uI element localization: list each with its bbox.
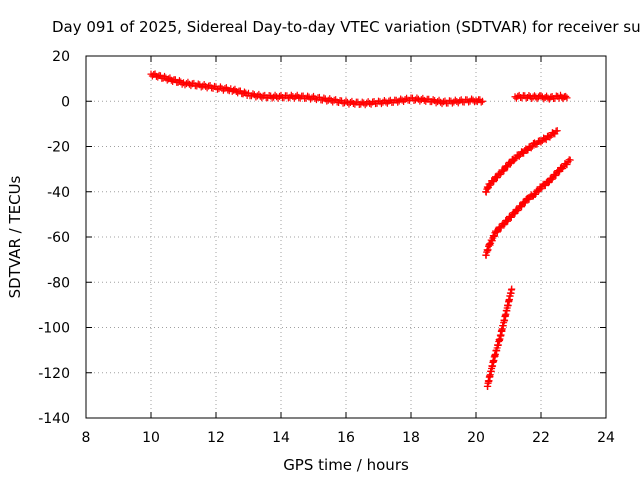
data-point (175, 77, 183, 85)
x-axis-title: GPS time / hours (283, 456, 409, 474)
y-tick-label: 0 (61, 94, 70, 110)
data-point (562, 92, 570, 100)
data-point (295, 93, 303, 101)
y-tick-label: -120 (38, 366, 70, 382)
data-point (292, 93, 300, 101)
series-arc-2 (511, 91, 571, 103)
data-point (182, 80, 190, 88)
x-tick-label: 10 (142, 430, 160, 446)
data-point (448, 99, 456, 107)
data-point (429, 96, 437, 104)
data-point (420, 96, 428, 104)
data-point (342, 97, 350, 105)
series-arc-5 (483, 285, 516, 390)
data-point (161, 72, 169, 80)
x-tick-label: 12 (207, 430, 225, 446)
data-point (456, 97, 464, 105)
x-tick-label: 20 (467, 430, 485, 446)
y-axis-title: SDTVAR / TECUs (6, 175, 24, 298)
data-point (349, 100, 357, 108)
x-tick-label: 18 (402, 430, 420, 446)
data-point (465, 98, 473, 106)
data-points (147, 70, 574, 390)
y-tick-label: -140 (38, 411, 70, 427)
y-tick-label: 20 (52, 49, 70, 65)
data-point (500, 221, 508, 229)
data-point (398, 96, 406, 104)
data-point (527, 144, 535, 152)
data-point (185, 80, 193, 88)
chart-title: Day 091 of 2025, Sidereal Day-to-day VTE… (52, 18, 640, 36)
y-tick-label: -60 (47, 230, 70, 246)
data-point (394, 98, 402, 106)
data-point (320, 94, 328, 102)
y-tick-label: -80 (47, 275, 70, 291)
data-point (221, 85, 229, 93)
data-point (542, 136, 550, 144)
data-point (382, 98, 390, 106)
data-point (413, 94, 421, 102)
tick-labels: 8 10 12 14 16 18 20 22 24 20 0 -20 -40 -60 -80 -100 -120… (38, 49, 615, 446)
data-point (249, 90, 257, 98)
data-point (417, 96, 425, 104)
data-point (566, 156, 574, 164)
x-tick-label: 8 (82, 430, 91, 446)
y-tick-label: -100 (38, 321, 70, 337)
data-point (304, 92, 312, 100)
data-point (496, 170, 504, 178)
series-arc-4 (482, 156, 574, 259)
data-point (216, 83, 224, 91)
plot-frame (85, 55, 607, 419)
data-point (563, 94, 571, 102)
data-point (385, 97, 393, 105)
data-point (194, 80, 202, 88)
data-point (453, 98, 461, 106)
x-tick-label: 14 (272, 430, 290, 446)
data-point (330, 96, 338, 104)
x-tick-label: 16 (337, 430, 355, 446)
x-tick-label: 24 (597, 430, 615, 446)
data-point (510, 210, 518, 218)
data-point (479, 97, 486, 105)
data-point (377, 100, 385, 108)
data-point (271, 91, 279, 99)
data-point (361, 101, 369, 109)
x-tick-label: 22 (532, 430, 550, 446)
data-point (563, 161, 571, 169)
data-point (440, 98, 447, 106)
data-point (511, 155, 519, 163)
data-point (240, 88, 248, 96)
series-arc-1 (147, 70, 486, 109)
data-point (508, 285, 516, 293)
data-point (346, 98, 354, 106)
data-point (205, 82, 213, 90)
data-point (276, 92, 284, 100)
y-tick-label: -40 (47, 185, 70, 201)
data-point (537, 138, 545, 146)
data-point (401, 95, 409, 103)
data-point (290, 94, 298, 102)
data-point (521, 199, 529, 207)
data-point (486, 181, 494, 189)
grid-lines (86, 56, 606, 418)
data-point (553, 127, 561, 135)
data-point (287, 91, 295, 99)
data-point (544, 179, 552, 187)
data-point (366, 99, 374, 107)
series-arc-3 (482, 127, 561, 196)
y-tick-label: -20 (47, 140, 70, 156)
data-point (477, 98, 485, 106)
data-point (506, 160, 514, 168)
